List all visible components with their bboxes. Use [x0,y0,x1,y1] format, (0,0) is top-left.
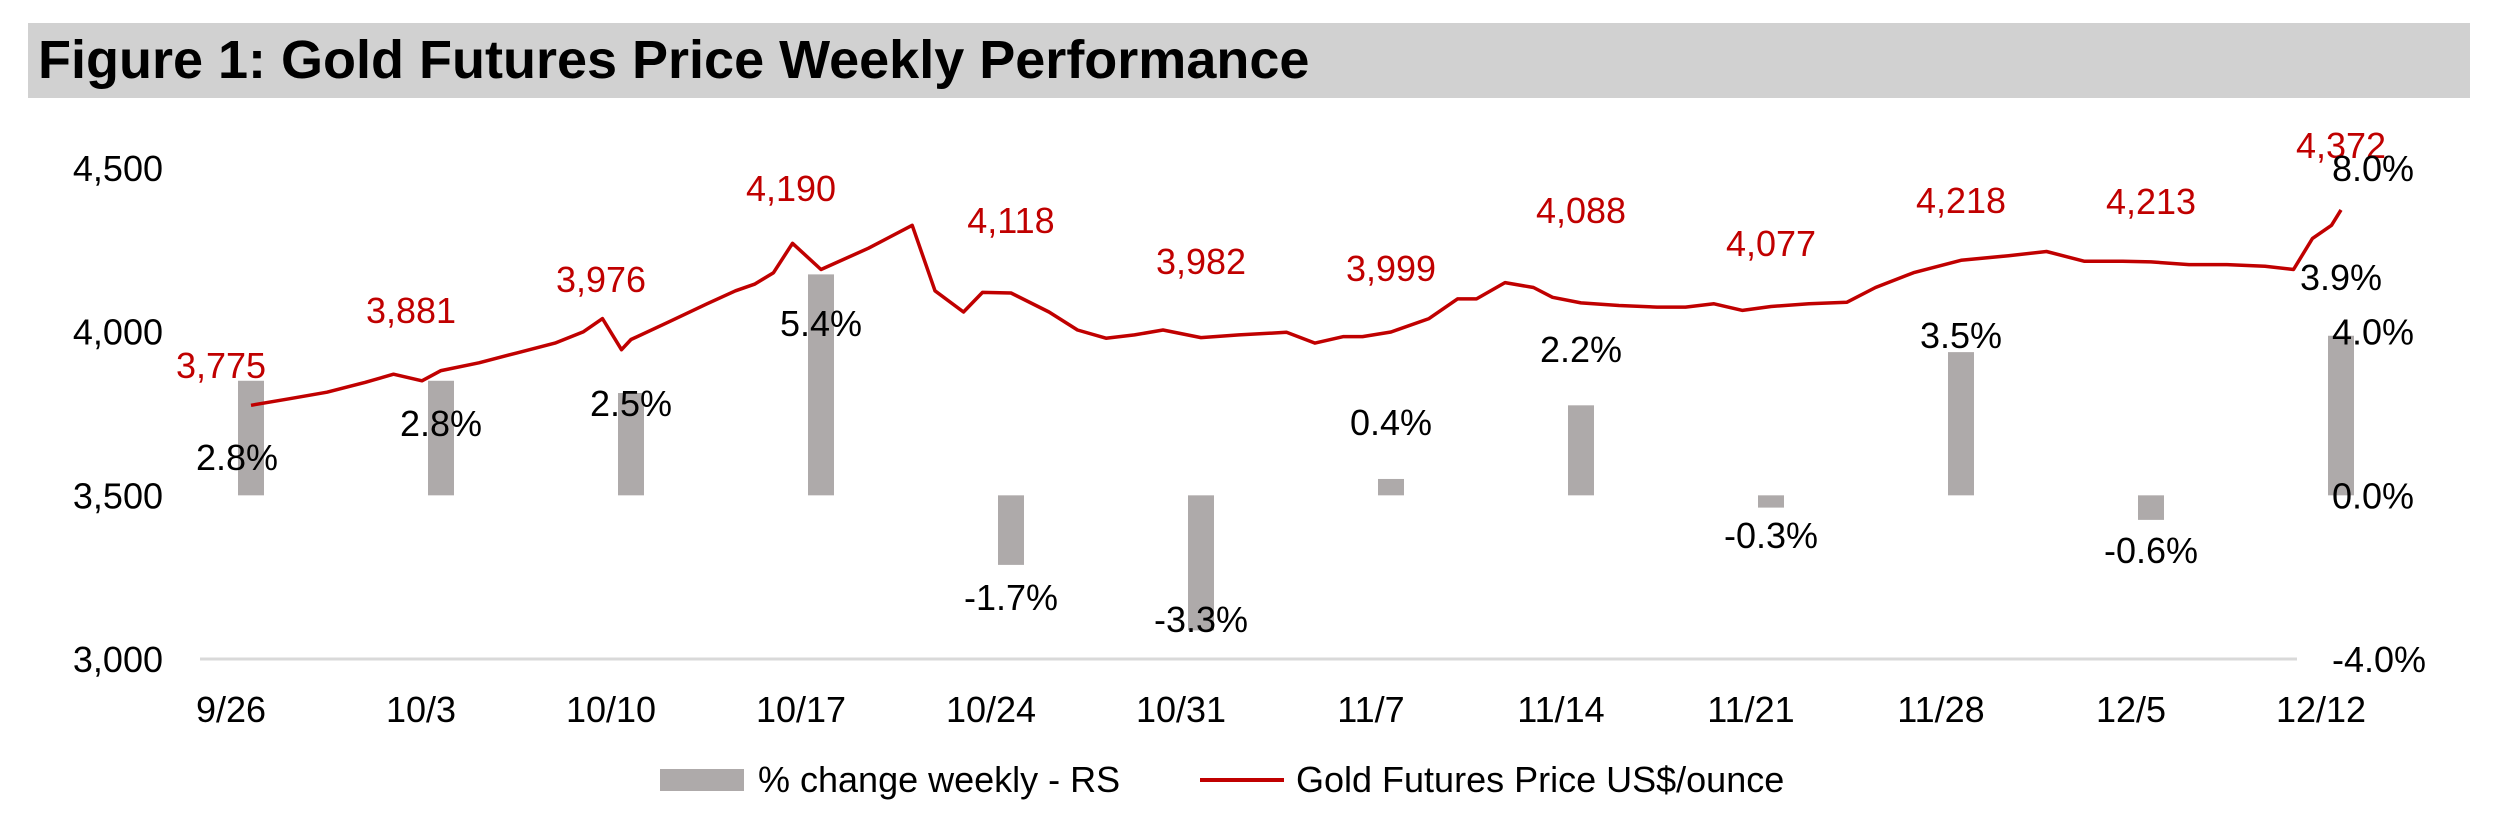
bar-label-9/26: 2.8% [196,437,278,478]
bar-label-10/31: -3.3% [1154,599,1248,640]
left-tick-2: 4,000 [73,312,163,353]
bar-label-10/10: 2.5% [590,383,672,424]
figure-title: Figure 1: Gold Futures Price Weekly Perf… [38,30,1310,90]
legend-bar-label: % change weekly - RS [758,759,1120,800]
bar-11/14 [1568,405,1594,496]
left-tick-0: 3,000 [73,639,163,680]
x-tick-9/26: 9/26 [196,689,266,730]
bar-label-10/17: 5.4% [780,303,862,344]
price-label-11/14: 4,088 [1536,190,1626,231]
legend-line-label: Gold Futures Price US$/ounce [1296,759,1784,800]
bar-label-11/7: 0.4% [1350,402,1432,443]
bar-10/31 [1188,495,1214,631]
x-tick-10/17: 10/17 [756,689,846,730]
price-label-10/17: 4,190 [746,168,836,209]
bar-10/3 [428,380,454,496]
left-tick-3: 4,500 [73,148,163,189]
bar-11/28 [1948,352,1974,496]
x-tick-10/3: 10/3 [386,689,456,730]
bar-label-11/21: -0.3% [1724,515,1818,556]
legend-bar-swatch [660,769,744,791]
bar-10/10 [618,393,644,496]
bar-12/12 [2328,335,2354,496]
bar-10/24 [998,495,1024,565]
figure-title-bar: Figure 1: Gold Futures Price Weekly Perf… [28,23,2470,98]
left-tick-1: 3,500 [73,475,163,516]
price-label-11/7: 3,999 [1346,248,1436,289]
price-label-11/28: 4,218 [1916,180,2006,221]
bar-label-10/3: 2.8% [400,403,482,444]
bar-label-10/24: -1.7% [964,577,1058,618]
right-tick-0: -4.0% [2332,639,2426,680]
price-label-10/24: 4,118 [967,200,1054,241]
price-label-10/10: 3,976 [556,259,646,300]
right-tick-1: 0.0% [2332,475,2414,516]
x-tick-11/14: 11/14 [1517,689,1604,730]
x-tick-11/21: 11/21 [1707,689,1794,730]
bar-9/26 [238,380,264,496]
bar-label-12/12: 3.9% [2300,257,2382,298]
bar-11/21 [1758,495,1784,508]
price-label-9/26: 3,775 [176,345,266,386]
price-label-12/5: 4,213 [2106,181,2196,222]
bar-10/17 [808,274,834,496]
x-tick-11/28: 11/28 [1897,689,1984,730]
x-tick-11/7: 11/7 [1337,689,1404,730]
bar-11/7 [1378,478,1404,496]
right-tick-2: 4.0% [2332,312,2414,353]
bar-12/5 [2138,495,2164,520]
right-tick-3: 8.0% [2332,148,2414,189]
price-label-11/21: 4,077 [1726,223,1816,264]
gold-price-line [250,208,2343,408]
x-tick-10/31: 10/31 [1136,689,1226,730]
x-tick-12/12: 12/12 [2276,689,2366,730]
x-tick-10/10: 10/10 [566,689,656,730]
price-label-10/3: 3,881 [366,290,456,331]
price-label-12/12: 4,372 [2296,125,2386,166]
bar-label-11/14: 2.2% [1540,329,1622,370]
bar-label-12/5: -0.6% [2104,530,2198,571]
x-tick-10/24: 10/24 [946,689,1036,730]
x-tick-12/5: 12/5 [2096,689,2166,730]
bar-label-11/28: 3.5% [1920,315,2002,356]
price-label-10/31: 3,982 [1156,241,1246,282]
